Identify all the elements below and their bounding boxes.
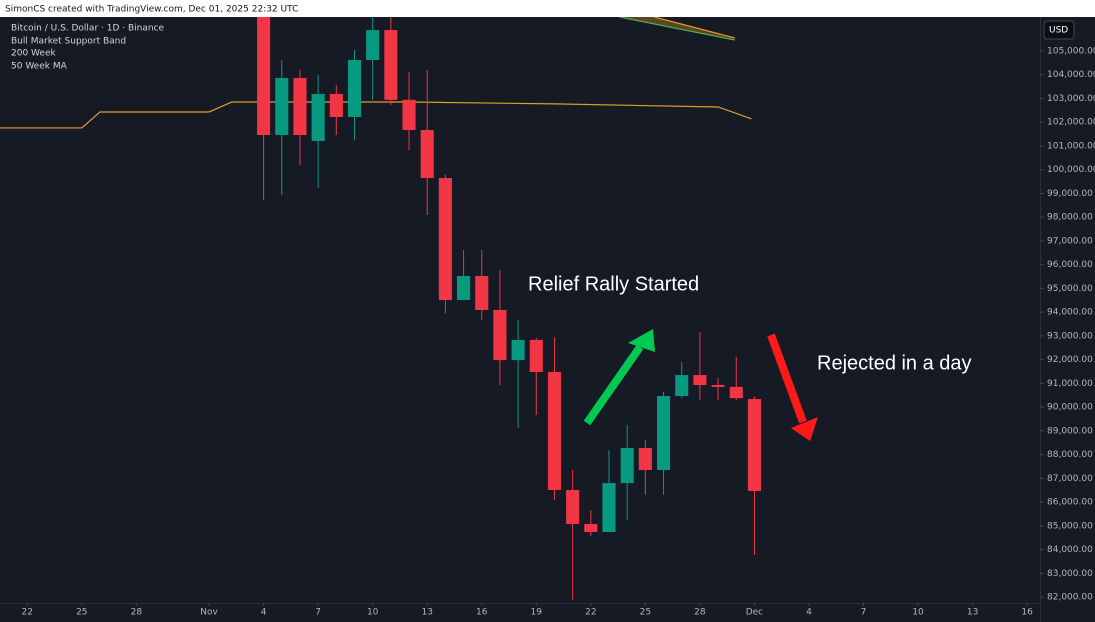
y-tick-label: 83,000.00: [1047, 569, 1093, 579]
y-tick-label: 96,000.00: [1047, 260, 1093, 270]
ma-line: [0, 101, 752, 129]
annotation: Relief Rally Started: [528, 273, 699, 295]
candle-body: [656, 395, 671, 471]
candle-body: [475, 276, 489, 310]
x-tick-label: 28: [131, 608, 143, 618]
candle-body: [493, 310, 507, 361]
header-bar: [0, 0, 1095, 17]
y-tick-label: 94,000.00: [1047, 308, 1093, 318]
candle-body: [420, 130, 434, 178]
symbol: Bitcoin / U.S. Dollar · 1D · Binance: [11, 24, 165, 34]
credit: SimonCS created with TradingView.com, De…: [5, 5, 298, 15]
x-tick-label: 16: [1021, 608, 1033, 618]
x-tick-label: 13: [421, 608, 432, 618]
y-tick-label: 89,000.00: [1047, 426, 1093, 436]
x-tick-label: 25: [76, 608, 87, 618]
candle-body: [257, 17, 271, 136]
x-tick-label: 19: [531, 608, 543, 618]
candle-body: [547, 371, 562, 490]
candle-body: [693, 375, 707, 386]
x-tick-label: 7: [315, 608, 321, 618]
candle-body: [384, 30, 398, 100]
plot: [0, 17, 761, 601]
x-tick-label: Nov: [200, 608, 218, 618]
y-tick-label: 100,000.00: [1047, 165, 1095, 175]
candle-body: [529, 339, 543, 372]
candle-body: [402, 99, 416, 131]
candle-body: [275, 78, 289, 136]
candle-body: [711, 385, 725, 387]
candle-body: [675, 375, 689, 396]
x-tick-label: 7: [861, 608, 867, 618]
x-tick-label: 4: [806, 608, 812, 618]
x-tick-label: 10: [912, 608, 924, 618]
x-tick-label: 22: [585, 608, 596, 618]
candle-body: [311, 93, 325, 141]
candle-body: [566, 489, 580, 524]
candle-body: [438, 177, 452, 301]
x-tick-label: 25: [640, 608, 651, 618]
y-tick-label: 95,000.00: [1047, 284, 1093, 294]
candle-body: [620, 447, 634, 484]
y-tick-label: 105,000.00: [1047, 46, 1095, 56]
y-tick-label: 93,000.00: [1047, 331, 1093, 341]
candle-body: [329, 93, 343, 117]
candle-body: [729, 386, 743, 399]
currency-badge[interactable]: [1043, 20, 1075, 40]
y-tick-label: 104,000.00: [1047, 70, 1095, 80]
y-tick-label: 91,000.00: [1047, 379, 1093, 389]
candle-body: [511, 339, 525, 361]
x-tick-label: Dec: [746, 608, 763, 618]
y-tick-label: 92,000.00: [1047, 355, 1093, 365]
y-tick-label: 84,000.00: [1047, 545, 1093, 555]
y-tick-label: 98,000.00: [1047, 213, 1093, 223]
y-tick-label: 99,000.00: [1047, 189, 1093, 199]
candle-body: [584, 523, 598, 533]
candle-body: [602, 483, 616, 533]
band-line: [654, 17, 735, 39]
legend-entry: 50 Week MA: [11, 62, 68, 72]
y-tick-label: 86,000.00: [1047, 498, 1093, 508]
y-tick-label: 102,000.00: [1047, 118, 1095, 128]
green-arrow: [583, 329, 655, 426]
y-tick-label: 90,000.00: [1047, 403, 1093, 413]
x-tick-label: 28: [694, 608, 706, 618]
candle-body: [366, 30, 380, 60]
y-tick-label: 101,000.00: [1047, 141, 1095, 151]
y-tick-label: 82,000.00: [1047, 593, 1093, 603]
candle-body: [638, 447, 652, 471]
candle-body: [457, 276, 471, 301]
candle-body: [293, 78, 307, 136]
candle-body: [347, 59, 362, 117]
y-tick-label: 87,000.00: [1047, 474, 1093, 484]
legend-entry: 200 Week: [11, 49, 56, 59]
legend-entry: Bull Market Support Band: [11, 37, 126, 47]
currency: USD: [1049, 26, 1068, 36]
red-arrow: [767, 333, 818, 441]
y-tick-label: 103,000.00: [1047, 94, 1095, 104]
x-tick-label: 10: [367, 608, 379, 618]
candle-body: [747, 399, 761, 491]
y-tick-label: 97,000.00: [1047, 236, 1093, 246]
x-tick-label: 16: [476, 608, 488, 618]
annotation: Rejected in a day: [817, 352, 972, 374]
x-tick-label: 22: [22, 608, 33, 618]
x-tick-label: 4: [261, 608, 267, 618]
y-tick-label: 88,000.00: [1047, 450, 1093, 460]
band-line: [619, 17, 735, 41]
x-tick-label: 13: [967, 608, 978, 618]
y-tick-label: 85,000.00: [1047, 521, 1093, 531]
